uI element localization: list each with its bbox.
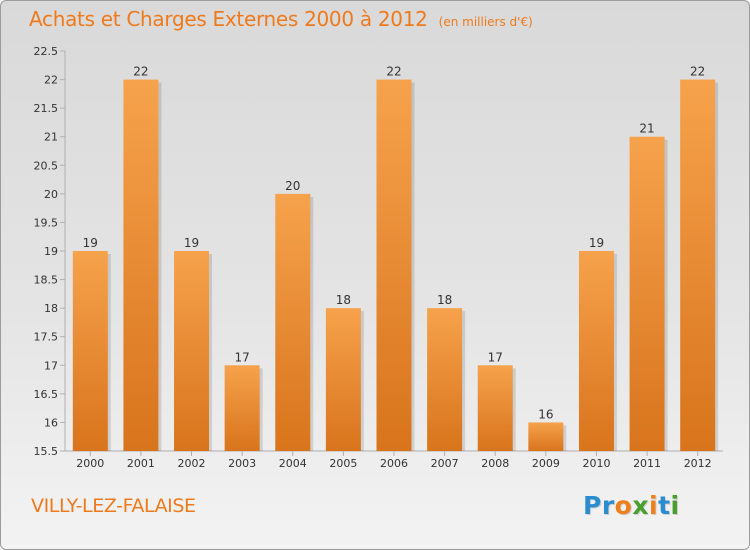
bar-value-label: 20 [285,179,300,193]
bar-value-label: 19 [589,236,604,250]
x-tick-label: 2007 [431,457,459,470]
y-tick-label: 17.5 [34,331,59,344]
bar-value-label: 17 [488,350,503,364]
title-row: Achats et Charges Externes 2000 à 2012 (… [29,7,533,31]
logo-letter: P [583,491,602,520]
y-tick-label: 15.5 [34,445,59,458]
logo-letter: t [658,491,671,520]
y-tick-label: 21 [44,131,58,144]
x-tick-label: 2002 [178,457,206,470]
bar [174,251,210,451]
bar-value-label: 19 [83,236,98,250]
bar [680,79,716,452]
y-tick-label: 21.5 [34,102,59,115]
y-tick-label: 16.5 [34,388,59,401]
commune-name: VILLY-LEZ-FALAISE [31,495,196,517]
bar-value-label: 22 [690,65,705,79]
y-tick-label: 20 [44,188,58,201]
y-tick-label: 17 [44,359,58,372]
bar-value-label: 17 [235,350,250,364]
bar [376,79,412,452]
y-tick-label: 19.5 [34,216,59,229]
y-tick-label: 22 [44,74,58,87]
logo-letter: i [649,491,659,520]
x-tick-label: 2009 [532,457,560,470]
x-tick-label: 2008 [481,457,509,470]
y-tick-label: 22.5 [34,45,59,58]
bar-value-label: 18 [437,293,452,307]
bar-value-label: 22 [133,65,148,79]
bar [123,79,159,452]
bar [578,251,614,451]
bar-value-label: 16 [538,407,553,421]
bar-value-label: 22 [386,65,401,79]
x-tick-label: 2012 [684,457,712,470]
x-tick-label: 2011 [633,457,661,470]
x-tick-label: 2004 [279,457,307,470]
bar [325,308,361,451]
bar-value-label: 19 [184,236,199,250]
chart-title: Achats et Charges Externes 2000 à 2012 [29,7,428,31]
proxiti-logo[interactable]: Proxiti [583,491,680,520]
y-tick-label: 16 [44,416,58,429]
x-tick-label: 2005 [329,457,357,470]
bars-layer: 19 22 19 17 20 18 22 18 17 16 19 21 22 [72,65,719,452]
y-tick-label: 19 [44,245,58,258]
axis-layer: 15.5 16 16.5 17 17.5 18 18.5 19 19.5 20 20.5 21 21.5… [34,45,723,470]
bar [528,422,564,451]
bar [629,136,665,451]
bar [275,193,311,451]
chart-unit: (en milliers d'€) [438,15,533,29]
y-tick-label: 18.5 [34,274,59,287]
bar [72,251,108,451]
logo-letter: r [601,491,615,520]
bar [224,365,260,451]
x-tick-label: 2006 [380,457,408,470]
x-tick-label: 2003 [228,457,256,470]
logo-letter: x [632,491,649,520]
bar [427,308,463,451]
bar-value-label: 18 [336,293,351,307]
bar [477,365,513,451]
bar-value-label: 21 [639,122,654,136]
y-tick-label: 18 [44,302,58,315]
x-tick-label: 2010 [582,457,610,470]
y-tick-label: 20.5 [34,159,59,172]
x-tick-label: 2001 [127,457,155,470]
x-tick-label: 2000 [76,457,104,470]
logo-letter: o [614,491,633,520]
logo-letter: i [670,491,680,520]
